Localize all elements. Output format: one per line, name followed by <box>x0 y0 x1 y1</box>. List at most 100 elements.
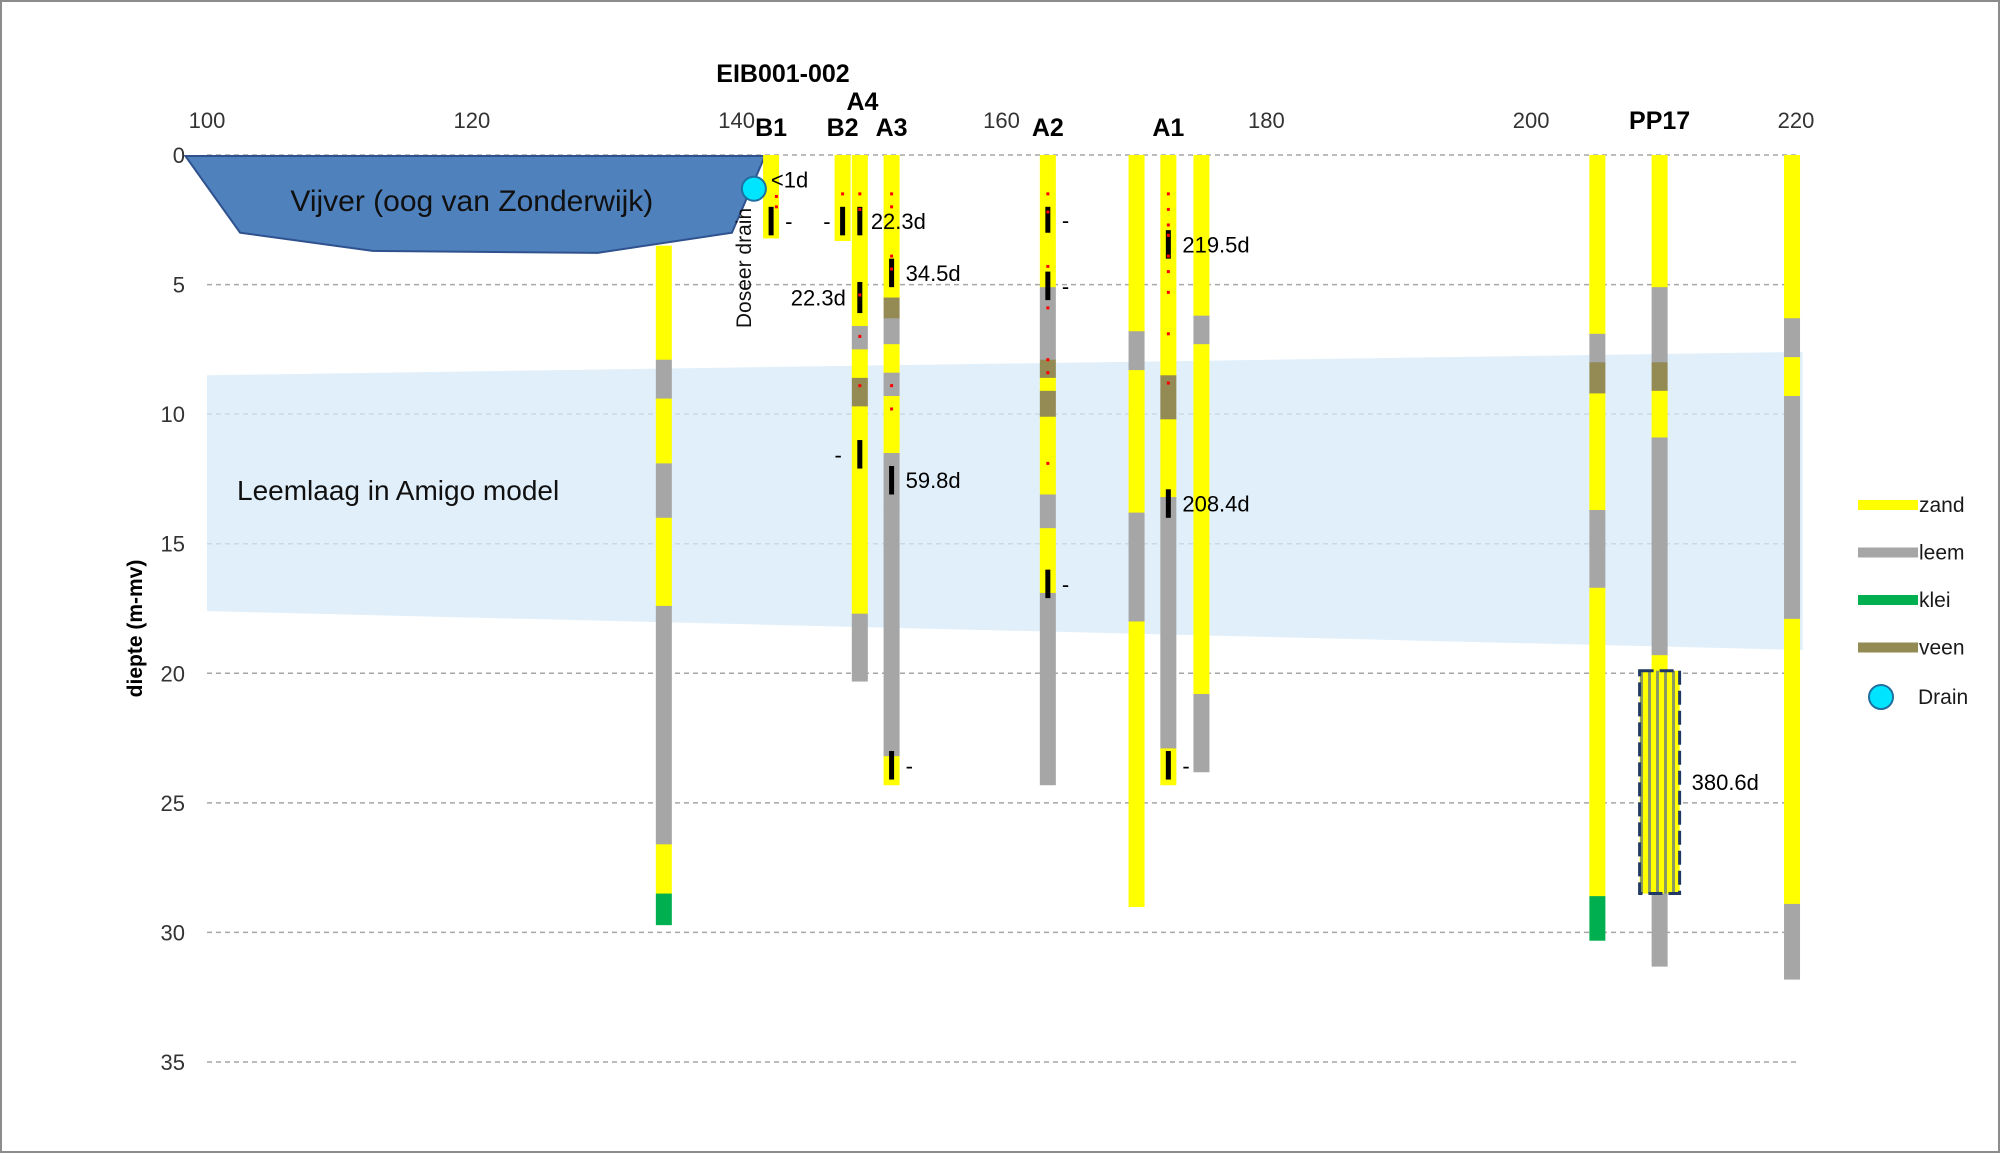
layer-zand-0 <box>1651 155 1668 288</box>
screen-6 <box>889 465 895 495</box>
layer-leem-4 <box>1589 510 1606 589</box>
borehole-B2 <box>834 155 851 242</box>
layer-zand-2 <box>1160 419 1177 498</box>
layer-veen-1 <box>883 297 900 319</box>
borehole-A1 <box>1160 155 1177 786</box>
y-tick-10: 10 <box>161 402 185 427</box>
borehole-label-A3: A3 <box>876 114 908 142</box>
sample-point-5-4 <box>1166 254 1170 258</box>
sample-point-5-0 <box>1166 192 1170 196</box>
layer-zand-3 <box>1039 377 1056 392</box>
layer-zand-4 <box>655 517 672 607</box>
layer-zand-4 <box>1128 621 1145 908</box>
layer-veen-2 <box>1039 359 1056 379</box>
layer-leem-3 <box>1128 512 1145 622</box>
legend-label-drain: Drain <box>1918 686 1968 709</box>
layer-leem-8 <box>1039 592 1056 786</box>
layer-zand-3 <box>1651 390 1668 438</box>
x-tick-120: 120 <box>453 108 490 133</box>
layer-zand-5 <box>1039 416 1056 495</box>
group-label-1: A4 <box>846 88 878 116</box>
layer-zand-0 <box>655 245 672 361</box>
sample-point-4-4 <box>1046 358 1050 362</box>
legend-label-leem: leem <box>1919 542 1965 565</box>
layer-leem-4 <box>1651 437 1668 656</box>
layer-zand-5 <box>883 396 900 454</box>
screen-label-8: - <box>1062 208 1069 233</box>
legend-marker-drain <box>1868 684 1894 710</box>
legend-label-zand: zand <box>1919 494 1965 517</box>
screen-8 <box>1045 206 1051 233</box>
layer-zand-0 <box>834 155 851 242</box>
layer-leem-3 <box>1784 396 1801 620</box>
sample-point-3-3 <box>890 267 894 271</box>
screen-9 <box>1045 271 1051 301</box>
sample-point-0-0 <box>774 194 778 198</box>
layer-zand-4 <box>1784 618 1801 905</box>
borehole-B1 <box>763 155 780 239</box>
sample-point-2-0 <box>858 192 862 196</box>
layer-zand-2 <box>1193 344 1210 550</box>
layer-leem-5 <box>655 605 672 845</box>
borehole-8 <box>1193 155 1210 773</box>
sample-point-4-1 <box>1046 210 1050 214</box>
model-layer-area <box>207 351 1803 650</box>
layer-zand-2 <box>1128 370 1145 514</box>
y-tick-5: 5 <box>173 273 185 298</box>
sample-point-5-1 <box>1166 207 1170 211</box>
layer-leem-1 <box>1651 287 1668 363</box>
layer-leem-1 <box>1128 331 1145 371</box>
screen-label-9: - <box>1062 274 1069 299</box>
y-axis-label: diepte (m-mv) <box>124 560 147 698</box>
screen-label-0: - <box>785 209 792 234</box>
screen-label-6: 59.8d <box>906 468 961 493</box>
y-tick-25: 25 <box>161 791 185 816</box>
sample-point-4-0 <box>1046 192 1050 196</box>
borehole-3 <box>851 155 868 682</box>
screen-label-10: - <box>1062 572 1069 597</box>
sample-points <box>774 192 1170 465</box>
sample-point-4-2 <box>1046 264 1050 268</box>
screen-label-3: 22.3d <box>791 286 846 311</box>
screen-label-7: - <box>906 753 913 778</box>
sample-point-3-4 <box>890 384 894 388</box>
screen-label-12: 208.4d <box>1182 492 1249 517</box>
legend-swatch-zand <box>1858 500 1918 510</box>
model-layer-band <box>207 351 1803 650</box>
legend-swatch-veen <box>1858 642 1918 653</box>
borehole-0 <box>655 245 672 926</box>
drain-label: Doseer drain <box>733 208 756 328</box>
screen-label-14: 380.6d <box>1692 770 1759 795</box>
y-tick-30: 30 <box>161 920 185 945</box>
sample-point-4-6 <box>1046 461 1050 465</box>
layer-zand-5 <box>1589 587 1606 897</box>
screen-label-13: - <box>1182 753 1189 778</box>
borehole-label-A2: A2 <box>1032 114 1064 142</box>
layer-veen-4 <box>1039 390 1056 418</box>
borehole-label-B1: B1 <box>755 114 787 142</box>
screen-label-2: 22.3d <box>871 209 926 234</box>
borehole-9 <box>1589 155 1606 941</box>
borehole-A2 <box>1039 155 1056 786</box>
legend-swatch-leem <box>1858 547 1918 558</box>
layer-zand-2 <box>1784 357 1801 397</box>
layer-zand-4 <box>851 406 868 615</box>
layer-zand-6 <box>655 844 672 895</box>
layer-veen-2 <box>1589 362 1606 394</box>
screen-label-11: 219.5d <box>1182 232 1249 257</box>
layer-leem-5 <box>851 613 868 682</box>
layer-zand-0 <box>1160 155 1177 376</box>
drain-travel-time: <1d <box>771 168 808 193</box>
sample-point-5-6 <box>1166 290 1170 294</box>
filter-screens <box>740 175 1682 896</box>
sample-point-3-0 <box>890 192 894 196</box>
model-layer-label: Leemlaag in Amigo model <box>237 475 559 506</box>
screen-1 <box>840 206 846 236</box>
chart-text: 0 5 10 15 20 25 30 35 100 120 140 160 180 200 220 diept… <box>124 60 1814 1075</box>
x-tick-220: 220 <box>1778 108 1815 133</box>
screen-5 <box>889 258 895 288</box>
layer-zand-0 <box>1784 155 1801 319</box>
legend-swatch-klei <box>1858 595 1918 605</box>
layer-veen-1 <box>1160 375 1177 420</box>
screen-label-4: - <box>834 442 841 467</box>
